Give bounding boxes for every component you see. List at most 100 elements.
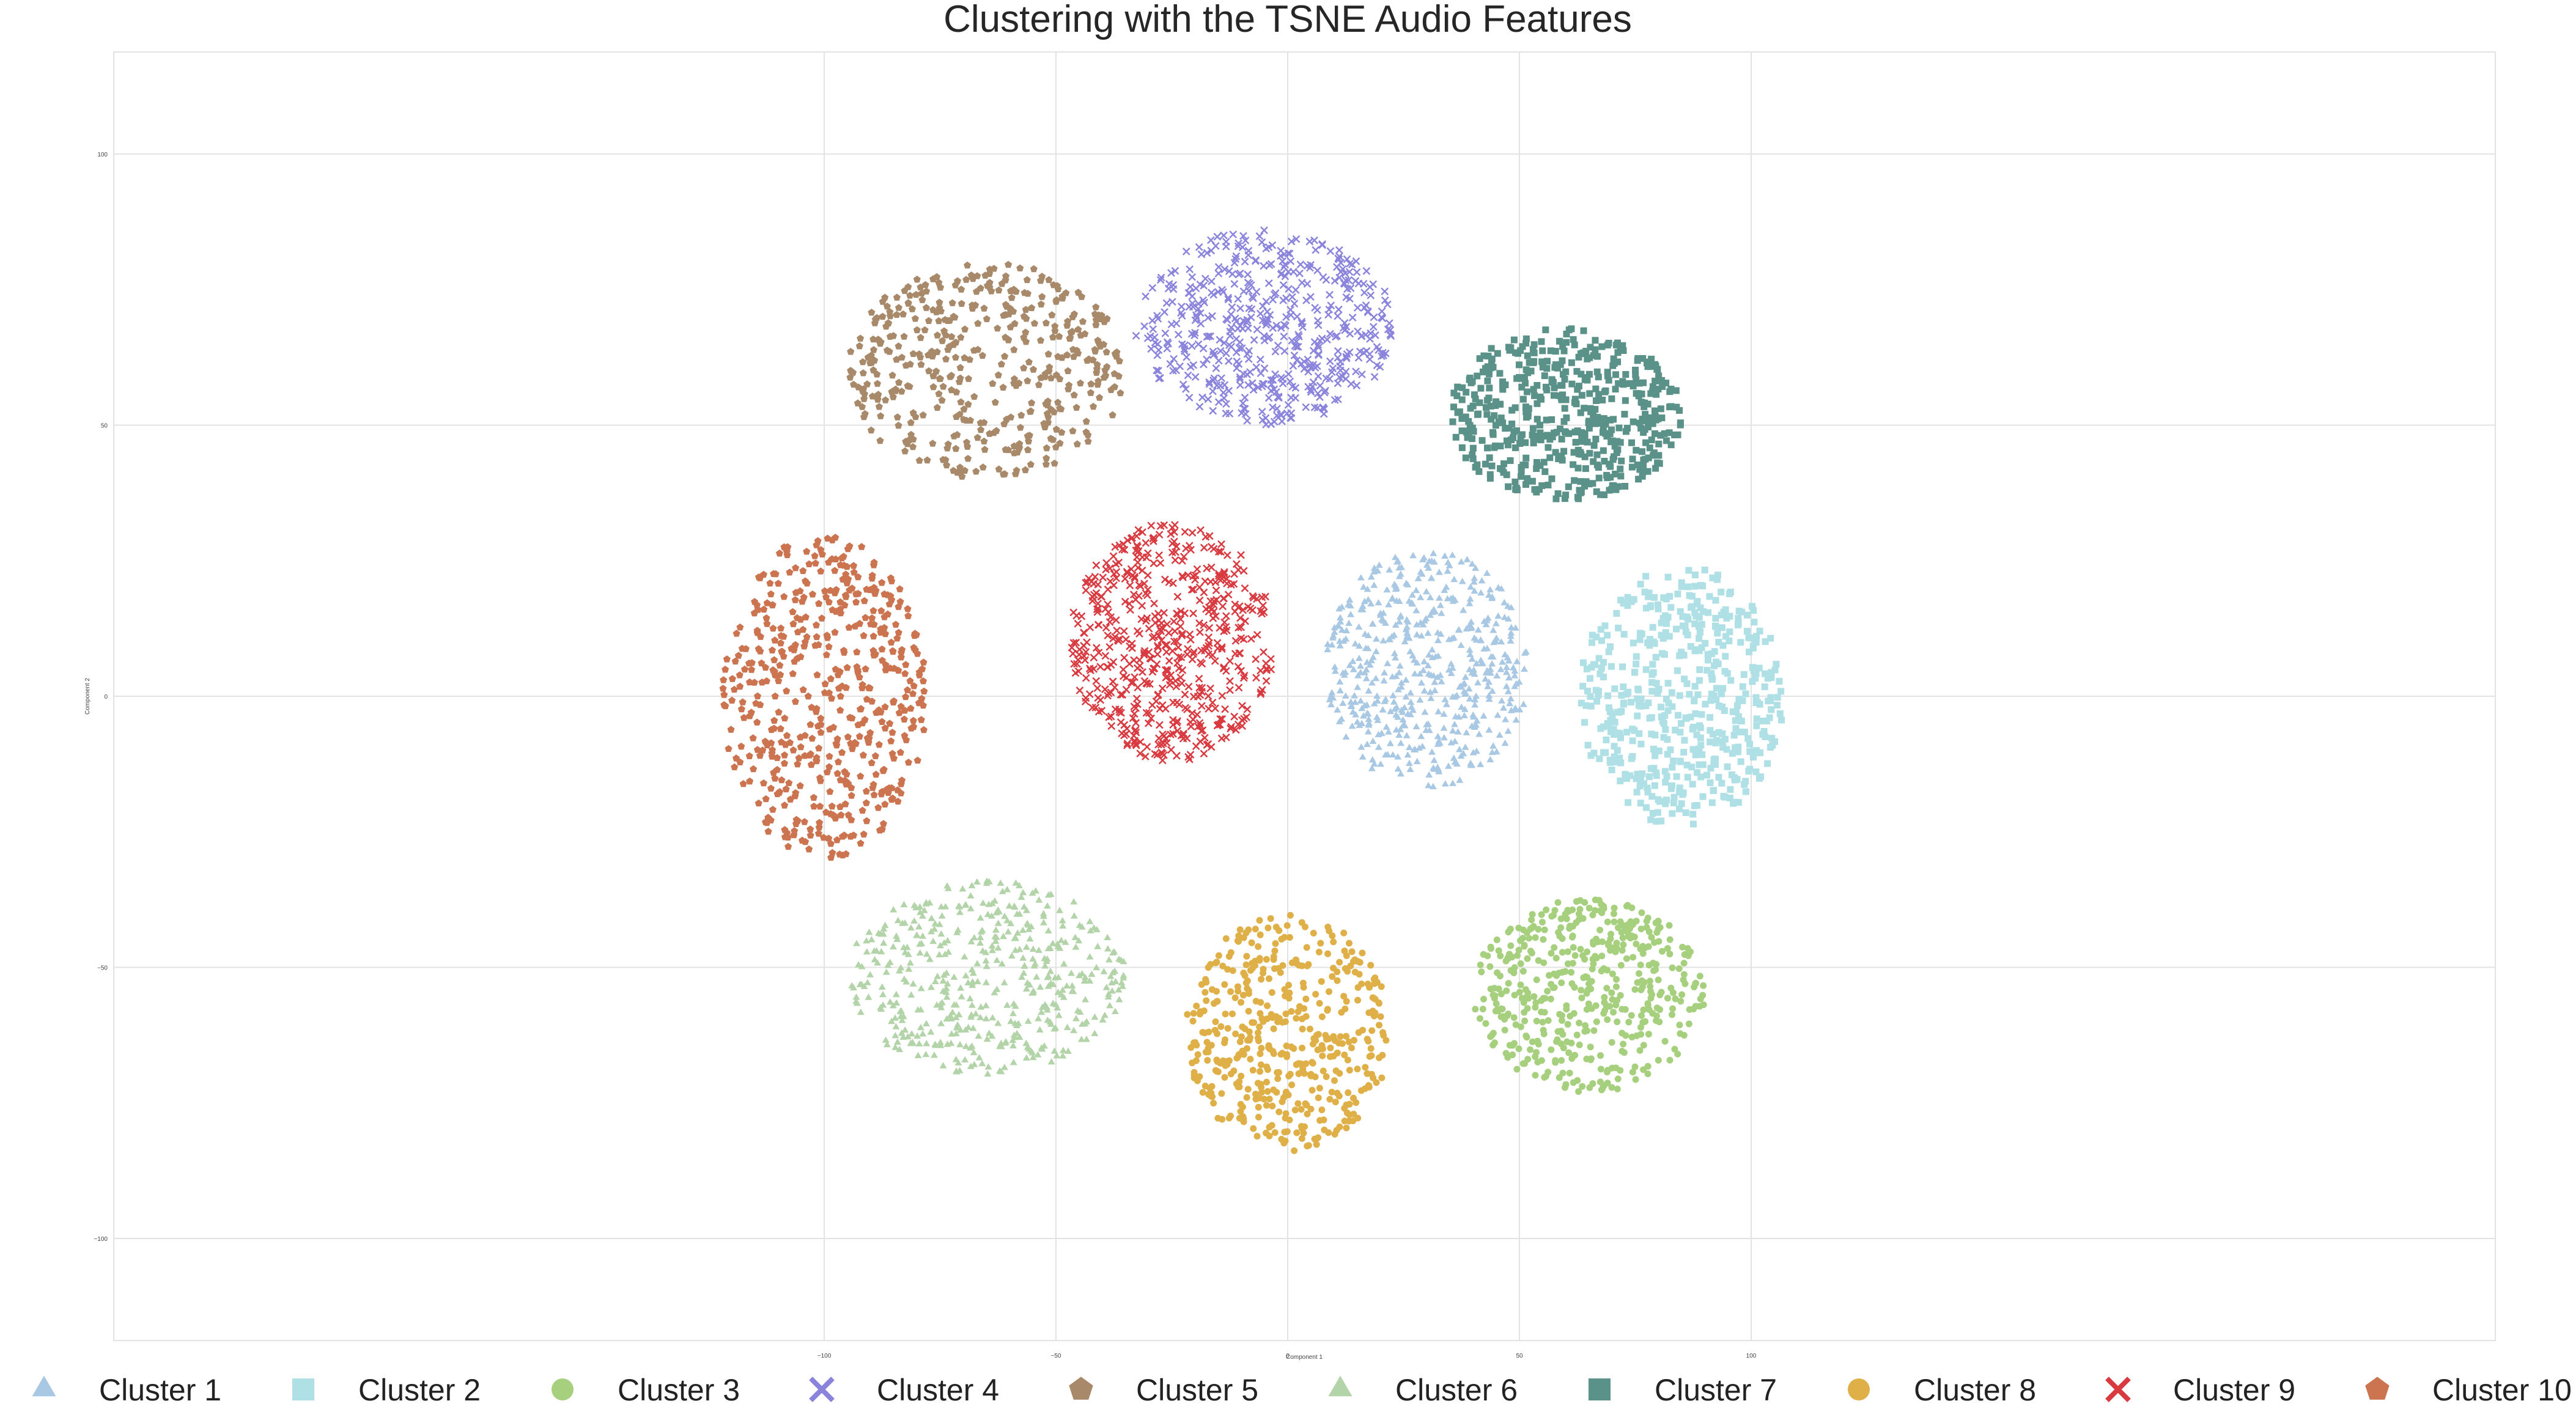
data-point xyxy=(835,758,842,765)
data-point xyxy=(1589,965,1596,973)
data-point xyxy=(1649,420,1656,427)
data-point xyxy=(1302,1013,1310,1020)
data-point xyxy=(1696,761,1703,768)
data-point xyxy=(1167,746,1175,754)
data-point xyxy=(1193,710,1201,719)
data-point xyxy=(893,356,901,363)
data-point xyxy=(1453,392,1461,400)
data-point xyxy=(983,1035,991,1042)
data-point xyxy=(1195,674,1203,683)
data-point xyxy=(1652,752,1659,759)
data-point xyxy=(1605,704,1612,712)
data-point xyxy=(954,1021,962,1028)
data-point xyxy=(1732,744,1739,751)
data-point xyxy=(1449,597,1457,604)
data-point xyxy=(1462,413,1469,421)
data-point xyxy=(1010,449,1018,457)
data-point xyxy=(1587,344,1594,351)
data-point xyxy=(1392,711,1400,718)
data-point xyxy=(1337,1033,1344,1040)
data-point xyxy=(1609,718,1617,725)
data-point xyxy=(1239,674,1248,682)
series-2 xyxy=(1578,566,1785,828)
data-point xyxy=(1600,658,1607,666)
data-point xyxy=(1614,708,1621,716)
data-point xyxy=(739,698,747,705)
data-point xyxy=(736,682,744,690)
data-point xyxy=(1173,698,1181,707)
data-point xyxy=(1596,926,1604,933)
data-point xyxy=(1343,998,1350,1005)
data-point xyxy=(1378,616,1386,623)
data-point xyxy=(1519,968,1527,975)
data-point xyxy=(1012,934,1019,941)
data-point xyxy=(1675,965,1683,973)
data-point xyxy=(1222,242,1230,251)
data-point xyxy=(1223,551,1231,559)
data-point xyxy=(979,899,987,906)
data-point xyxy=(917,361,925,368)
data-point xyxy=(1664,945,1671,952)
data-point xyxy=(1685,567,1692,574)
data-point xyxy=(858,963,866,969)
data-point xyxy=(1001,352,1009,360)
data-point xyxy=(1463,729,1471,735)
data-point xyxy=(1516,988,1523,996)
data-point xyxy=(1593,1018,1600,1025)
data-point xyxy=(1666,403,1674,411)
data-point xyxy=(1069,988,1077,995)
data-point xyxy=(994,1020,1002,1026)
data-point xyxy=(1677,757,1684,765)
data-point xyxy=(988,1032,996,1039)
data-point xyxy=(1102,372,1110,379)
data-point xyxy=(1611,685,1618,693)
data-point xyxy=(1120,721,1129,729)
data-point xyxy=(1698,620,1705,628)
data-point xyxy=(1317,940,1324,947)
data-point xyxy=(918,940,926,946)
data-point xyxy=(1191,316,1200,325)
data-point xyxy=(1647,603,1654,611)
data-point xyxy=(1265,975,1272,982)
data-point xyxy=(1271,947,1279,955)
data-point xyxy=(1762,638,1769,646)
data-point xyxy=(1007,1017,1015,1025)
data-point xyxy=(1234,360,1243,368)
data-point xyxy=(1582,1022,1589,1029)
data-point xyxy=(1488,345,1495,352)
data-point xyxy=(1168,647,1177,655)
data-point xyxy=(879,767,887,774)
data-point xyxy=(1217,548,1225,556)
data-point xyxy=(1609,456,1617,463)
data-point xyxy=(1637,425,1645,432)
data-point xyxy=(1618,929,1625,936)
data-point xyxy=(1674,712,1681,719)
data-point xyxy=(1216,720,1224,729)
data-point xyxy=(1632,371,1639,378)
data-point xyxy=(1208,605,1216,613)
data-point xyxy=(1689,811,1697,818)
data-point xyxy=(1269,1048,1277,1055)
data-point xyxy=(1251,257,1260,265)
data-point xyxy=(940,327,948,334)
data-point xyxy=(1422,614,1430,622)
data-point xyxy=(1330,277,1339,285)
data-point xyxy=(1771,738,1779,745)
data-point xyxy=(1492,402,1499,409)
data-point xyxy=(1602,421,1609,428)
data-point xyxy=(1309,347,1318,355)
data-point xyxy=(1285,1072,1293,1080)
data-point xyxy=(1353,718,1361,725)
data-point xyxy=(1200,543,1208,552)
data-point xyxy=(1482,1020,1489,1027)
data-point xyxy=(1255,232,1264,240)
data-point xyxy=(1655,605,1662,613)
data-point xyxy=(1634,770,1641,778)
data-point xyxy=(1747,635,1754,642)
data-point xyxy=(1511,704,1519,711)
data-point xyxy=(1138,566,1146,575)
data-point xyxy=(773,766,781,773)
data-point xyxy=(944,885,952,891)
data-point xyxy=(1315,1031,1322,1038)
data-point xyxy=(1352,257,1360,265)
